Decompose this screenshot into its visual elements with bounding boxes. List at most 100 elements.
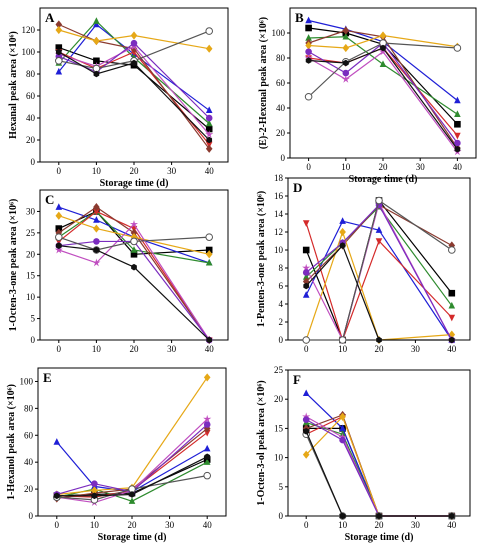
- series-line: [58, 215, 210, 255]
- series-line: [58, 206, 210, 341]
- y-tick-label: 5: [31, 314, 36, 324]
- y-tick-label: 20: [274, 394, 284, 404]
- data-point: [93, 216, 100, 223]
- series-line: [308, 34, 458, 49]
- panel-letter: D: [293, 180, 302, 195]
- series-line: [305, 222, 453, 342]
- y-tick-label: 0: [29, 511, 34, 521]
- y-tick-label: 14: [274, 209, 284, 219]
- y-tick-label: 60: [26, 91, 36, 101]
- series-8: [302, 416, 456, 520]
- x-axis-title: Storage time (d): [349, 174, 418, 185]
- data-point: [203, 373, 211, 382]
- data-point: [53, 492, 60, 500]
- data-point: [205, 27, 213, 35]
- data-point: [205, 106, 213, 113]
- x-tick-label: 0: [304, 520, 309, 530]
- series-line: [58, 51, 210, 141]
- data-point: [341, 74, 350, 83]
- series-line: [56, 418, 208, 504]
- series-1: [302, 425, 456, 520]
- data-point: [302, 269, 310, 276]
- data-point: [93, 57, 100, 65]
- x-tick-label: 20: [375, 344, 385, 354]
- data-point: [205, 130, 214, 138]
- series-line: [305, 205, 453, 307]
- plot-frame: [39, 7, 229, 163]
- data-point: [55, 48, 62, 56]
- data-point: [303, 428, 310, 435]
- data-point: [130, 250, 138, 258]
- y-tick-label: 15: [274, 423, 284, 433]
- data-point: [206, 336, 213, 344]
- y-tick-label: 120: [22, 25, 36, 35]
- y-tick-label: 20: [26, 135, 36, 145]
- panel-letter: C: [45, 192, 54, 207]
- y-tick-label: 0: [279, 511, 284, 521]
- data-point: [203, 444, 211, 452]
- data-point: [203, 458, 211, 465]
- series-9: [53, 471, 211, 504]
- x-tick-label: 30: [411, 520, 421, 530]
- series-line: [58, 206, 210, 264]
- series-line: [305, 201, 453, 342]
- x-tick-label: 30: [167, 166, 177, 176]
- data-point: [338, 432, 347, 441]
- series-line: [308, 47, 458, 150]
- series-line: [56, 424, 208, 496]
- x-tick-label: 20: [379, 162, 389, 172]
- y-tick-label: 100: [20, 376, 34, 386]
- data-point: [376, 512, 382, 520]
- data-point: [448, 336, 455, 344]
- series-line: [306, 427, 452, 517]
- y-tick-label: 10: [26, 292, 36, 302]
- series-line: [56, 475, 208, 501]
- data-point: [54, 245, 63, 254]
- y-tick-label: 100: [22, 47, 36, 57]
- data-point: [342, 43, 350, 53]
- data-point: [205, 44, 213, 53]
- data-point: [304, 92, 313, 101]
- series-line: [308, 27, 458, 125]
- panel-e: 0 10 20 30 40 0 20 40 60 80 100 E Storage time (d) 1-…: [6, 367, 227, 543]
- plot-frame: [287, 369, 471, 517]
- data-point: [305, 34, 312, 41]
- data-point: [130, 237, 138, 246]
- series-line: [58, 47, 210, 130]
- y-tick-label: 2: [279, 317, 284, 327]
- data-point: [302, 450, 310, 459]
- y-tick-label: 10: [274, 245, 284, 255]
- x-tick-label: 30: [411, 344, 421, 354]
- data-point: [448, 314, 456, 322]
- data-point: [131, 263, 137, 271]
- data-point: [55, 242, 62, 250]
- x-tick-label: 40: [447, 344, 457, 354]
- data-point: [55, 211, 63, 220]
- y-tick-label: 15: [26, 271, 36, 281]
- x-tick-label: 40: [205, 166, 215, 176]
- data-point: [55, 225, 63, 232]
- data-point: [379, 60, 387, 67]
- data-point: [448, 301, 456, 309]
- data-point: [206, 136, 213, 144]
- data-point: [339, 217, 346, 224]
- x-tick-label: 0: [55, 520, 60, 530]
- data-point: [93, 238, 100, 245]
- data-point: [93, 70, 100, 78]
- series-7: [302, 198, 456, 344]
- data-point: [339, 412, 346, 421]
- series-line: [58, 45, 210, 135]
- y-tick-label: 40: [276, 103, 286, 113]
- y-tick-label: 16: [274, 191, 284, 201]
- x-tick-label: 30: [165, 520, 175, 530]
- series-line: [306, 421, 452, 517]
- series-line: [58, 210, 210, 264]
- y-tick-label: 0: [279, 335, 284, 345]
- data-point: [305, 16, 312, 24]
- series-line: [56, 377, 208, 496]
- x-tick-label: 20: [375, 520, 385, 530]
- series-line: [58, 29, 210, 50]
- y-tick-label: 80: [26, 69, 36, 79]
- data-point: [128, 497, 136, 504]
- series-line: [308, 19, 458, 101]
